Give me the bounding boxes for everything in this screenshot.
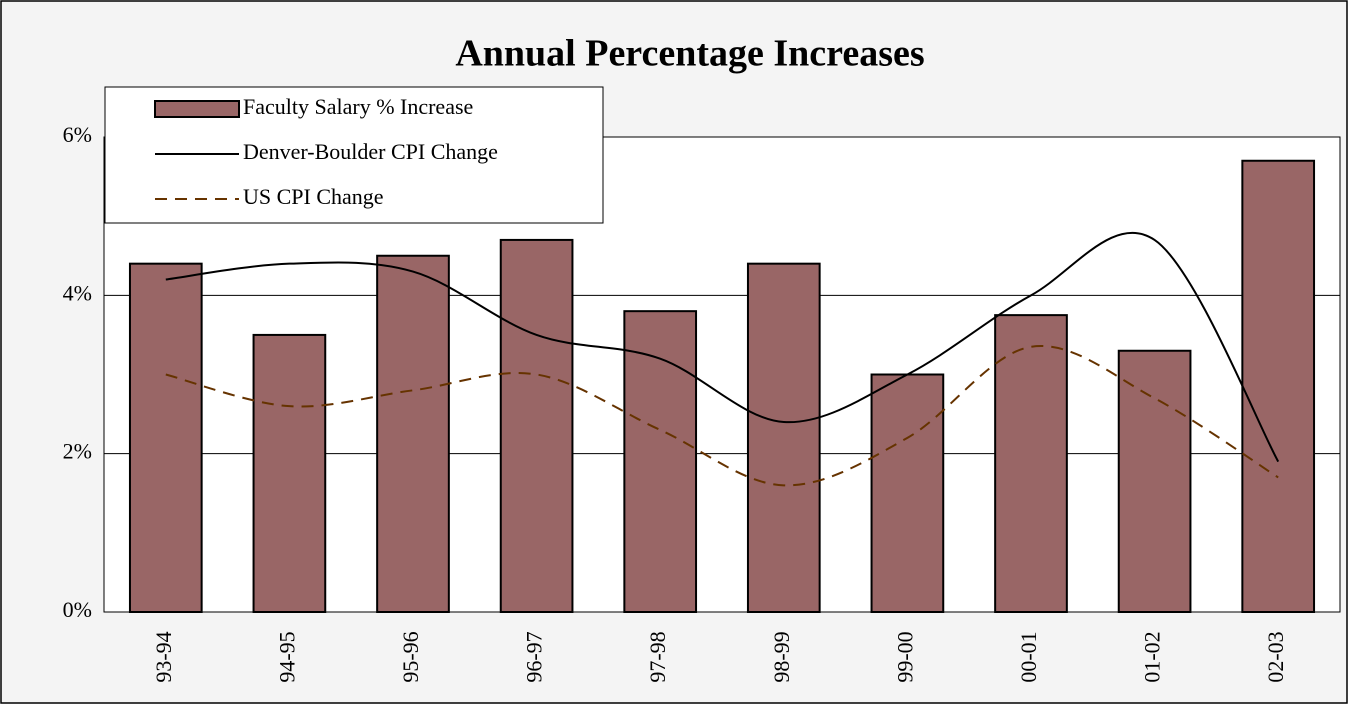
legend-label: US CPI Change	[243, 184, 384, 209]
bar	[128, 262, 203, 613]
x-tick-label: 97-98	[645, 631, 670, 682]
legend-label: Faculty Salary % Increase	[243, 94, 473, 119]
y-tick-label: 0%	[63, 597, 92, 622]
x-tick-label: 93-94	[151, 631, 176, 682]
bar	[499, 238, 574, 614]
legend-label: Denver-Boulder CPI Change	[243, 139, 498, 164]
bar	[252, 333, 327, 613]
x-tick-label: 98-99	[769, 631, 794, 682]
bar	[1241, 159, 1316, 613]
x-tick-label: 02-03	[1263, 631, 1288, 682]
bar	[623, 310, 698, 613]
bar	[994, 314, 1068, 613]
x-tick-label: 00-01	[1016, 631, 1041, 682]
legend-swatch	[154, 100, 240, 118]
bar	[1117, 349, 1192, 613]
x-tick-label: 94-95	[274, 631, 299, 682]
x-tick-label: 96-97	[522, 631, 547, 682]
bar	[376, 254, 450, 613]
line	[165, 232, 1280, 463]
x-tick-label: 95-96	[398, 631, 423, 682]
x-tick-label: 01-02	[1140, 631, 1165, 682]
bar	[870, 373, 945, 613]
marks	[104, 136, 1340, 614]
x-tick-label: 99-00	[892, 631, 917, 682]
y-tick-label: 6%	[63, 122, 92, 147]
chart-title: Annual Percentage Increases	[455, 33, 924, 75]
bar	[746, 262, 821, 613]
y-tick-label: 2%	[63, 439, 92, 464]
y-tick-label: 4%	[63, 280, 92, 305]
